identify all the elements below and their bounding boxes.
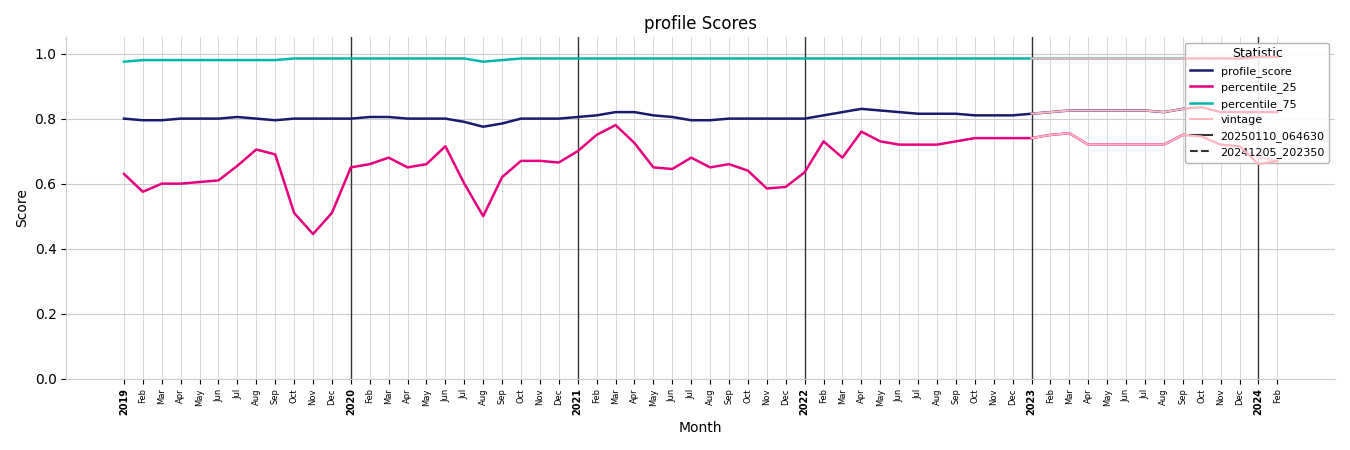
percentile_25 [116, 171, 132, 176]
percentile_75 [116, 59, 132, 64]
percentile_25 [437, 144, 454, 149]
percentile_25 [608, 122, 624, 128]
percentile_75 [211, 58, 227, 63]
percentile_25 [362, 162, 378, 167]
percentile_25 [721, 162, 737, 167]
profile_score [475, 124, 491, 130]
percentile_25 [1269, 158, 1285, 164]
profile_score [1137, 108, 1153, 113]
percentile_75 [1118, 56, 1134, 61]
vintage [1269, 109, 1285, 115]
profile_score [116, 116, 132, 122]
vintage [1118, 108, 1134, 113]
vintage [1250, 109, 1266, 115]
Line: vintage: vintage [1031, 107, 1277, 114]
percentile_25 [211, 178, 227, 183]
Line: percentile_75: percentile_75 [124, 57, 1277, 62]
percentile_75 [1269, 54, 1285, 59]
percentile_25 [1156, 142, 1172, 147]
X-axis label: Month: Month [679, 421, 722, 435]
profile_score [834, 109, 850, 115]
Title: profile Scores: profile Scores [644, 15, 757, 33]
profile_score [211, 116, 227, 122]
Legend: profile_score, percentile_25, percentile_75, vintage, 20250110_064630, 20241205_: profile_score, percentile_25, percentile… [1185, 43, 1330, 162]
percentile_25 [305, 231, 321, 237]
Line: percentile_25: percentile_25 [124, 125, 1277, 234]
Line: profile_score: profile_score [124, 107, 1277, 127]
profile_score [1269, 109, 1285, 115]
percentile_75 [343, 56, 359, 61]
percentile_75 [1250, 56, 1266, 61]
profile_score [418, 116, 435, 122]
profile_score [1193, 104, 1210, 110]
percentile_25 [853, 129, 869, 134]
profile_score [343, 116, 359, 122]
profile_score [702, 117, 718, 123]
percentile_75 [418, 56, 435, 61]
Y-axis label: Score: Score [15, 189, 28, 227]
percentile_75 [815, 56, 832, 61]
